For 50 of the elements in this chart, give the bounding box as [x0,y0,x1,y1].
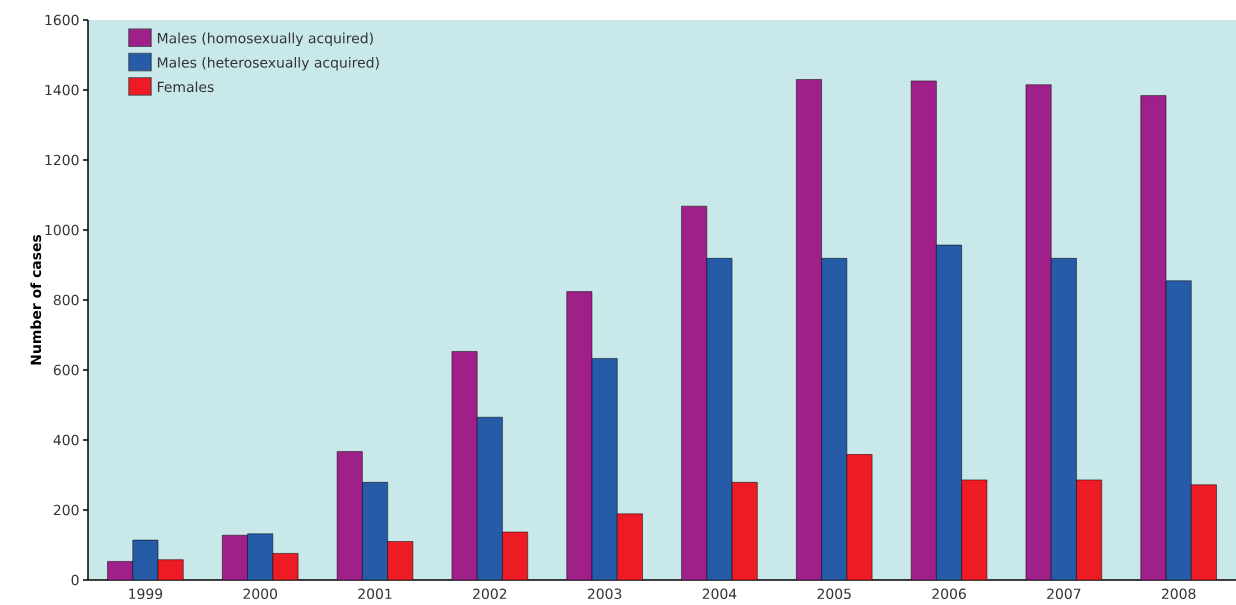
y-tick-label: 1200 [45,154,79,166]
bar [731,482,758,580]
bar [961,479,988,580]
legend-label: Males (heterosexually acquired) [157,56,379,71]
bar [247,533,274,580]
x-tick-label: 2005 [817,588,851,600]
x-tick-label: 2006 [932,588,966,600]
x-tick-label: 2000 [243,588,278,600]
y-tick-label: 600 [53,364,79,376]
x-tick-label: 2003 [587,588,622,600]
bar [451,351,478,580]
bar [821,258,848,580]
x-tick-label: 2004 [702,588,737,600]
bar [476,417,503,580]
legend-label: Males (homosexually acquired) [157,32,373,47]
bar [1076,479,1102,580]
x-tick-label: 2007 [1047,588,1081,600]
y-tick-label: 1400 [45,84,79,96]
bar [936,244,962,580]
legend-label: Females [157,81,214,93]
x-tick-label: 2001 [358,588,392,600]
bar [1165,280,1192,580]
x-tick-label: 2008 [1161,588,1196,600]
y-tick-label: 800 [53,294,79,306]
x-tick-label: 1999 [129,588,163,600]
bar [502,531,528,580]
bar [387,541,414,580]
y-tick-label: 1600 [45,14,79,26]
bar [591,358,618,580]
bar [681,205,708,580]
y-tick-label: 1000 [45,224,79,236]
bar [132,539,159,580]
bar [1050,258,1077,580]
bar [706,258,733,580]
bar [336,451,363,580]
bar [362,482,388,580]
bar [222,534,248,580]
y-tick-label: 0 [71,574,79,586]
y-axis-title: Number of cases [30,234,42,365]
bar [910,80,937,580]
y-tick-label: 200 [53,504,79,516]
y-tick-label: 400 [53,434,79,446]
bar [1191,484,1217,580]
bar [1140,95,1167,580]
bar [846,454,873,580]
x-tick-label: 2002 [473,588,507,600]
bar [617,513,643,580]
bar [566,291,593,580]
bar [796,79,822,580]
bar [1025,84,1052,580]
